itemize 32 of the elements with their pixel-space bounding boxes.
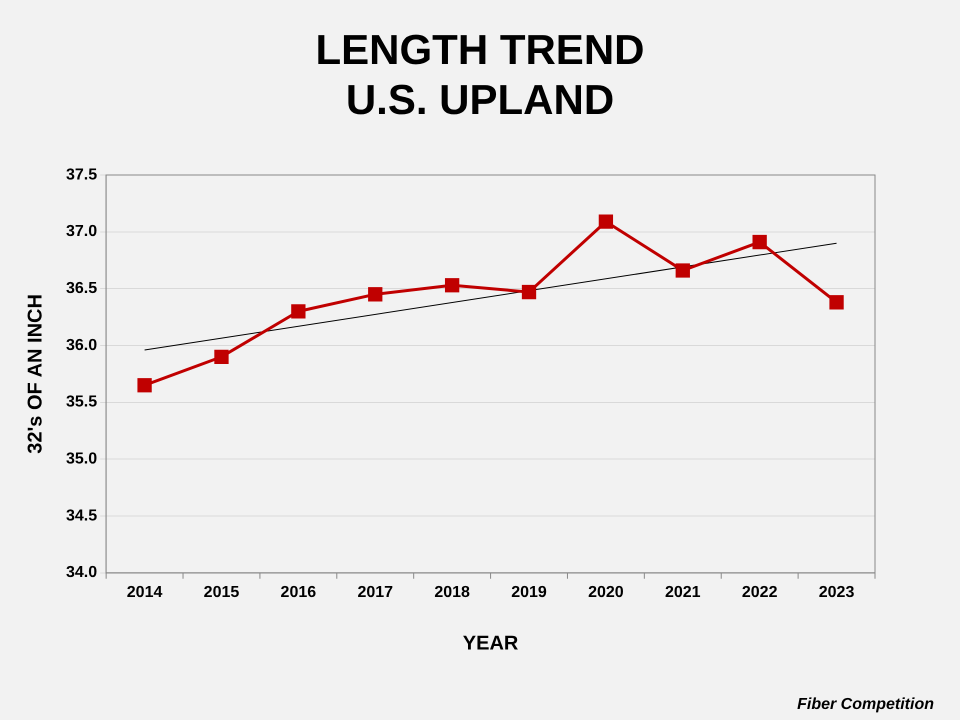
point: [829, 295, 844, 310]
y-tick-label: 37.0: [66, 223, 98, 240]
point: [598, 214, 614, 229]
point: [291, 304, 306, 319]
x-tick-label: 2017: [357, 584, 394, 601]
x-tick-label: 2014: [126, 584, 162, 601]
chart-title: LENGTH TREND U.S. UPLAND: [314, 25, 646, 125]
x-tick-label: 2020: [588, 584, 624, 601]
x-tick-label: 2015: [204, 584, 240, 601]
point: [522, 284, 536, 300]
y-tick-label: 36.0: [66, 336, 98, 354]
point: [676, 263, 690, 278]
point: [752, 234, 767, 250]
y-tick-label: 35.5: [66, 394, 98, 411]
x-tick-label: 2023: [818, 584, 854, 601]
x-tick-label: 2019: [511, 584, 547, 601]
point: [368, 287, 382, 302]
x-axis-title: YEAR: [462, 632, 519, 655]
y-tick-label: 36.5: [66, 280, 98, 298]
text: Fiber Competition: [797, 696, 934, 714]
x-tick-label: 2018: [434, 584, 470, 601]
y-tick-label: 35.0: [66, 450, 98, 468]
y-tick-label: 34.5: [66, 507, 98, 524]
point: [214, 350, 229, 364]
y-tick-label: 34.0: [66, 564, 98, 582]
x-tick-label: 2016: [280, 584, 316, 601]
y-tick-label: 37.5: [66, 166, 98, 184]
point: [137, 378, 152, 392]
x-tick-label: 2022: [742, 584, 778, 601]
point: [444, 278, 460, 292]
y-axis-title: 32's OF AN INCH: [24, 294, 47, 454]
x-tick-label: 2021: [664, 584, 701, 601]
